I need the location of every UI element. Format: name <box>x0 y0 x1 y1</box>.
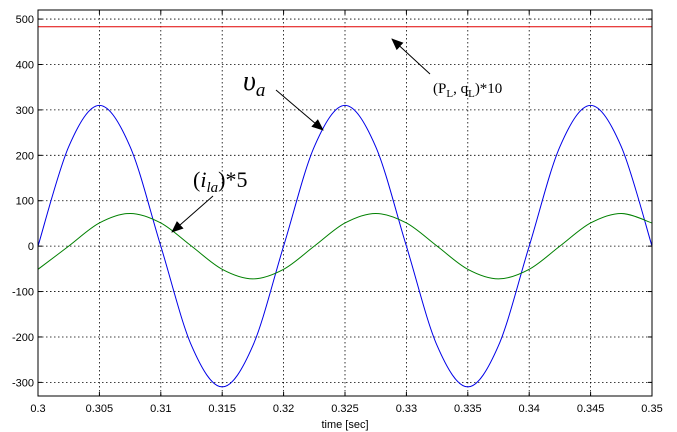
annotation-ila-arrow <box>171 195 214 233</box>
y-tick-label: 0 <box>28 241 34 253</box>
series-group <box>38 26 652 388</box>
x-tick-label: 0.31 <box>150 403 171 415</box>
annotation-va-label: υa <box>243 66 265 101</box>
y-tick-label: 200 <box>16 150 34 162</box>
x-tick-label: 0.33 <box>396 403 417 415</box>
series-line-ila <box>38 212 652 280</box>
y-tick-label: 500 <box>16 14 34 26</box>
annotation-ila: (ila)*5 <box>171 167 247 233</box>
y-tick-labels: 500 400 300 200 100 0 -100 -200 -300 <box>12 14 34 389</box>
x-tick-label: 0.35 <box>641 403 662 415</box>
annotation-pq-arrow <box>391 38 431 75</box>
x-tick-label: 0.3 <box>30 403 45 415</box>
annotation-va: υa <box>243 66 324 131</box>
y-tick-label: -200 <box>12 332 34 344</box>
annotation-ila-label: (ila)*5 <box>193 167 247 196</box>
x-tick-label: 0.305 <box>86 403 114 415</box>
x-tick-label: 0.315 <box>208 403 236 415</box>
x-tick-label: 0.345 <box>577 403 605 415</box>
annotation-pq: (PL, qL)*10 <box>391 38 502 100</box>
x-tick-labels: 0.3 0.305 0.31 0.315 0.32 0.325 0.33 0.335 0.34 0… <box>30 403 662 415</box>
x-tick-label: 0.34 <box>518 403 539 415</box>
x-tick-label: 0.325 <box>331 403 359 415</box>
annotation-va-arrow <box>275 89 324 131</box>
tick-marks <box>37 10 653 396</box>
y-tick-label: 400 <box>16 59 34 71</box>
x-tick-label: 0.32 <box>273 403 294 415</box>
grid <box>38 10 652 396</box>
y-tick-label: 300 <box>16 105 34 117</box>
x-axis-label: time [sec] <box>321 419 368 431</box>
x-tick-label: 0.335 <box>454 403 482 415</box>
annotation-pq-label: (PL, qL)*10 <box>433 81 502 100</box>
y-tick-label: -100 <box>12 287 34 299</box>
y-tick-label: 100 <box>16 196 34 208</box>
y-tick-label: -300 <box>12 377 34 389</box>
series-line-va <box>38 104 652 388</box>
